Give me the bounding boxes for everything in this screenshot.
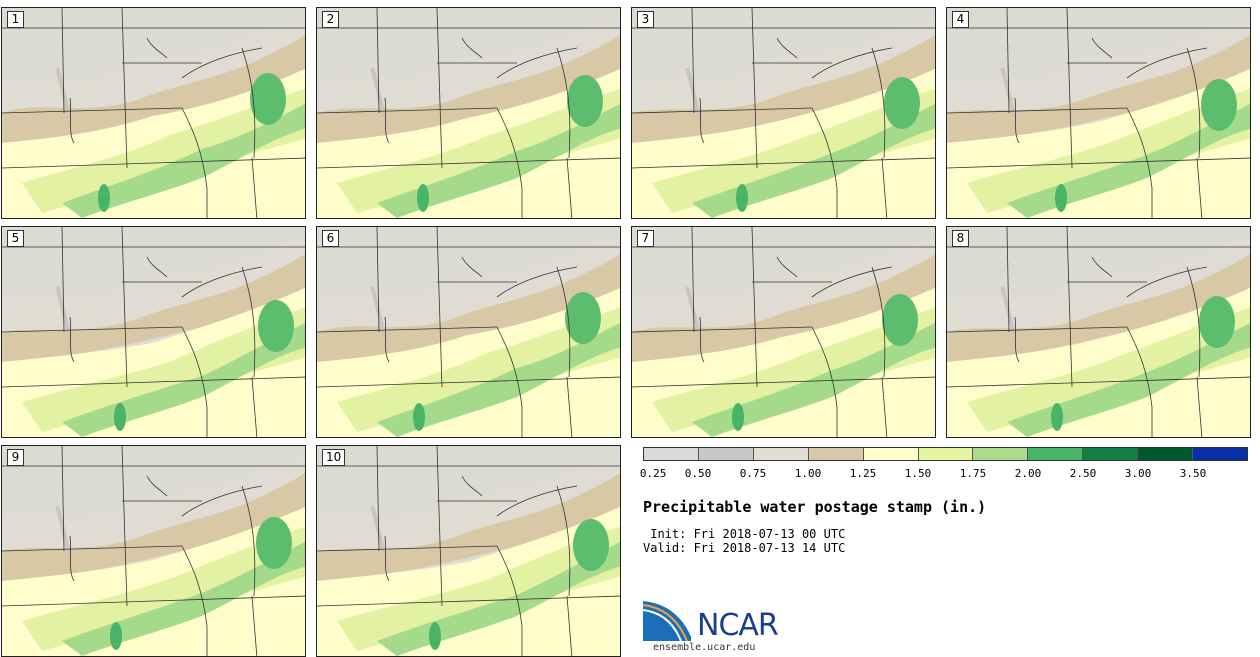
panel-number-label: 10 bbox=[322, 449, 346, 466]
panel-number-label: 9 bbox=[7, 449, 24, 466]
map-panel-1: 1 bbox=[1, 7, 306, 219]
map-panel-10: 10 bbox=[316, 445, 621, 657]
precip-map-icon bbox=[2, 8, 305, 218]
panel-number-label: 5 bbox=[7, 230, 24, 247]
precip-map-icon bbox=[2, 227, 305, 437]
panel-number-label: 1 bbox=[7, 11, 24, 28]
legend-tick-label: 0.50 bbox=[684, 467, 712, 480]
figure-title: Precipitable water postage stamp (in.) bbox=[643, 498, 987, 516]
map-panel-8: 8 bbox=[946, 226, 1251, 438]
legend-ticks: 0.25 0.50 0.75 1.00 1.25 1.50 1.75 2.00 2.50 3.00… bbox=[639, 467, 1248, 481]
legend-swatch-9 bbox=[1138, 448, 1194, 460]
init-time: Init: Fri 2018-07-13 00 UTC bbox=[643, 527, 846, 541]
legend-tick-label: 1.00 bbox=[794, 467, 822, 480]
legend-swatch-8 bbox=[1083, 448, 1139, 460]
precip-map-icon bbox=[632, 8, 935, 218]
precip-map-icon bbox=[632, 227, 935, 437]
map-panel-3: 3 bbox=[631, 7, 936, 219]
legend-tick-label: 2.00 bbox=[1014, 467, 1042, 480]
logo-wordmark: NCAR bbox=[697, 608, 779, 643]
panel-number-label: 4 bbox=[952, 11, 969, 28]
legend-swatch-7 bbox=[1028, 448, 1084, 460]
ncar-logo-icon bbox=[643, 601, 691, 641]
legend-swatch-2 bbox=[753, 448, 809, 460]
panel-number-label: 3 bbox=[637, 11, 654, 28]
precip-map-icon bbox=[947, 227, 1250, 437]
legend-tick-label: 1.75 bbox=[959, 467, 987, 480]
legend-tick-label: 1.50 bbox=[904, 467, 932, 480]
precip-map-icon bbox=[2, 446, 305, 656]
precip-map-icon bbox=[317, 8, 620, 218]
logo-url: ensemble.ucar.edu bbox=[653, 642, 756, 653]
map-panel-2: 2 bbox=[316, 7, 621, 219]
legend-tick-label: 2.50 bbox=[1069, 467, 1097, 480]
legend-swatch-3 bbox=[808, 448, 864, 460]
legend-swatch-4 bbox=[863, 448, 919, 460]
map-panel-6: 6 bbox=[316, 226, 621, 438]
legend-swatch-5 bbox=[918, 448, 974, 460]
map-panel-4: 4 bbox=[946, 7, 1251, 219]
legend-tick-label: 1.25 bbox=[849, 467, 877, 480]
legend-tick-label: 3.00 bbox=[1124, 467, 1152, 480]
panel-number-label: 8 bbox=[952, 230, 969, 247]
legend-swatch-10 bbox=[1193, 448, 1247, 460]
map-panel-7: 7 bbox=[631, 226, 936, 438]
panel-number-label: 2 bbox=[322, 11, 339, 28]
legend-tick-label: 0.25 bbox=[639, 467, 667, 480]
legend-colorbar bbox=[643, 447, 1248, 461]
panel-number-label: 6 bbox=[322, 230, 339, 247]
legend-tick-label: 0.75 bbox=[739, 467, 767, 480]
precip-map-icon bbox=[317, 227, 620, 437]
legend-swatch-1 bbox=[698, 448, 754, 460]
map-panel-9: 9 bbox=[1, 445, 306, 657]
precip-map-icon bbox=[947, 8, 1250, 218]
legend-swatch-6 bbox=[973, 448, 1029, 460]
valid-time: Valid: Fri 2018-07-13 14 UTC bbox=[643, 541, 846, 555]
legend-tick-label: 3.50 bbox=[1179, 467, 1207, 480]
panel-number-label: 7 bbox=[637, 230, 654, 247]
map-panel-5: 5 bbox=[1, 226, 306, 438]
legend-swatch-0 bbox=[644, 448, 699, 460]
precip-map-icon bbox=[317, 446, 620, 656]
